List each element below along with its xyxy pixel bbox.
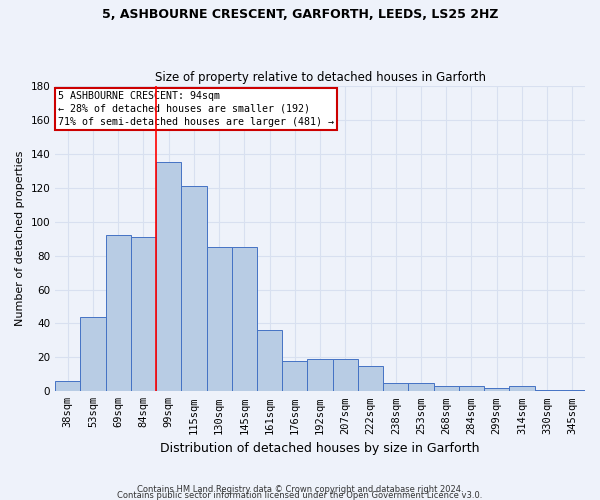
Bar	[181, 186, 206, 392]
Bar	[55, 381, 80, 392]
Bar	[459, 386, 484, 392]
Bar	[535, 390, 560, 392]
Bar	[257, 330, 282, 392]
Bar	[434, 386, 459, 392]
Bar	[131, 237, 156, 392]
Text: Contains HM Land Registry data © Crown copyright and database right 2024.: Contains HM Land Registry data © Crown c…	[137, 484, 463, 494]
Bar	[409, 383, 434, 392]
Title: Size of property relative to detached houses in Garforth: Size of property relative to detached ho…	[155, 70, 485, 84]
Bar	[307, 359, 332, 392]
Bar	[358, 366, 383, 392]
Bar	[282, 361, 307, 392]
Text: Contains public sector information licensed under the Open Government Licence v3: Contains public sector information licen…	[118, 490, 482, 500]
Bar	[560, 390, 585, 392]
X-axis label: Distribution of detached houses by size in Garforth: Distribution of detached houses by size …	[160, 442, 480, 455]
Bar	[156, 162, 181, 392]
Y-axis label: Number of detached properties: Number of detached properties	[15, 151, 25, 326]
Bar	[484, 388, 509, 392]
Bar	[80, 316, 106, 392]
Bar	[332, 359, 358, 392]
Bar	[509, 386, 535, 392]
Text: 5, ASHBOURNE CRESCENT, GARFORTH, LEEDS, LS25 2HZ: 5, ASHBOURNE CRESCENT, GARFORTH, LEEDS, …	[102, 8, 498, 20]
Bar	[206, 247, 232, 392]
Text: 5 ASHBOURNE CRESCENT: 94sqm
← 28% of detached houses are smaller (192)
71% of se: 5 ASHBOURNE CRESCENT: 94sqm ← 28% of det…	[58, 90, 334, 127]
Bar	[383, 383, 409, 392]
Bar	[232, 247, 257, 392]
Bar	[106, 236, 131, 392]
